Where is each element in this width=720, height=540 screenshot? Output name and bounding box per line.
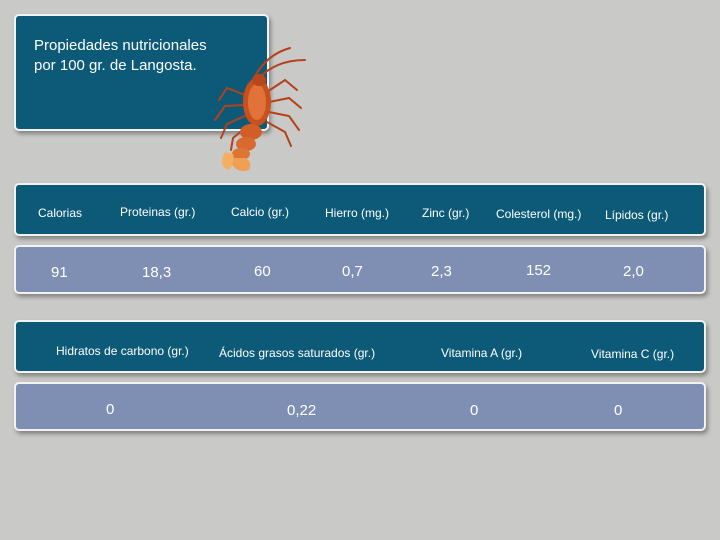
header-acidos-grasos: Ácidos grasos saturados (gr.)	[219, 346, 376, 360]
value-calcio: 60	[254, 263, 271, 280]
value-vitamina-a: 0	[470, 402, 479, 419]
value-hidratos: 0	[106, 401, 115, 418]
header-zinc: Zinc (gr.)	[422, 206, 470, 220]
title-line-2: por 100 gr. de Langosta.	[34, 57, 197, 74]
table2-value-row: 0 0,22 0 0	[14, 382, 706, 431]
value-acidos-grasos: 0,22	[287, 402, 317, 419]
value-vitamina-c: 0	[614, 402, 623, 419]
header-hierro: Hierro (mg.)	[325, 206, 390, 220]
header-calcio: Calcio (gr.)	[231, 205, 290, 219]
table1-header-row: Calorias Proteinas (gr.) Calcio (gr.) Hi…	[14, 183, 706, 236]
table2-header-row: Hidratos de carbono (gr.) Ácidos grasos …	[14, 320, 706, 373]
value-zinc: 2,3	[431, 263, 452, 280]
value-proteinas: 18,3	[142, 264, 172, 281]
header-vitamina-a: Vitamina A (gr.)	[441, 346, 523, 360]
value-calorias: 91	[51, 264, 68, 281]
header-hidratos: Hidratos de carbono (gr.)	[56, 344, 189, 358]
value-hierro: 0,7	[342, 263, 363, 280]
header-vitamina-c: Vitamina C (gr.)	[591, 347, 675, 361]
value-colesterol: 152	[526, 262, 552, 279]
header-colesterol: Colesterol (mg.)	[496, 207, 582, 221]
page-title: Propiedades nutricionales por 100 gr. de…	[34, 36, 234, 76]
header-calorias: Calorias	[38, 206, 83, 220]
value-lipidos: 2,0	[623, 263, 644, 280]
header-proteinas: Proteinas (gr.)	[120, 205, 196, 219]
lobster-illustration	[214, 47, 306, 172]
title-line-1: Propiedades nutricionales	[34, 37, 207, 54]
title-panel: Propiedades nutricionales por 100 gr. de…	[14, 14, 269, 131]
table1-value-row: 91 18,3 60 0,7 2,3 152 2,0	[14, 245, 706, 294]
header-lipidos: Lípidos (gr.)	[605, 208, 669, 222]
